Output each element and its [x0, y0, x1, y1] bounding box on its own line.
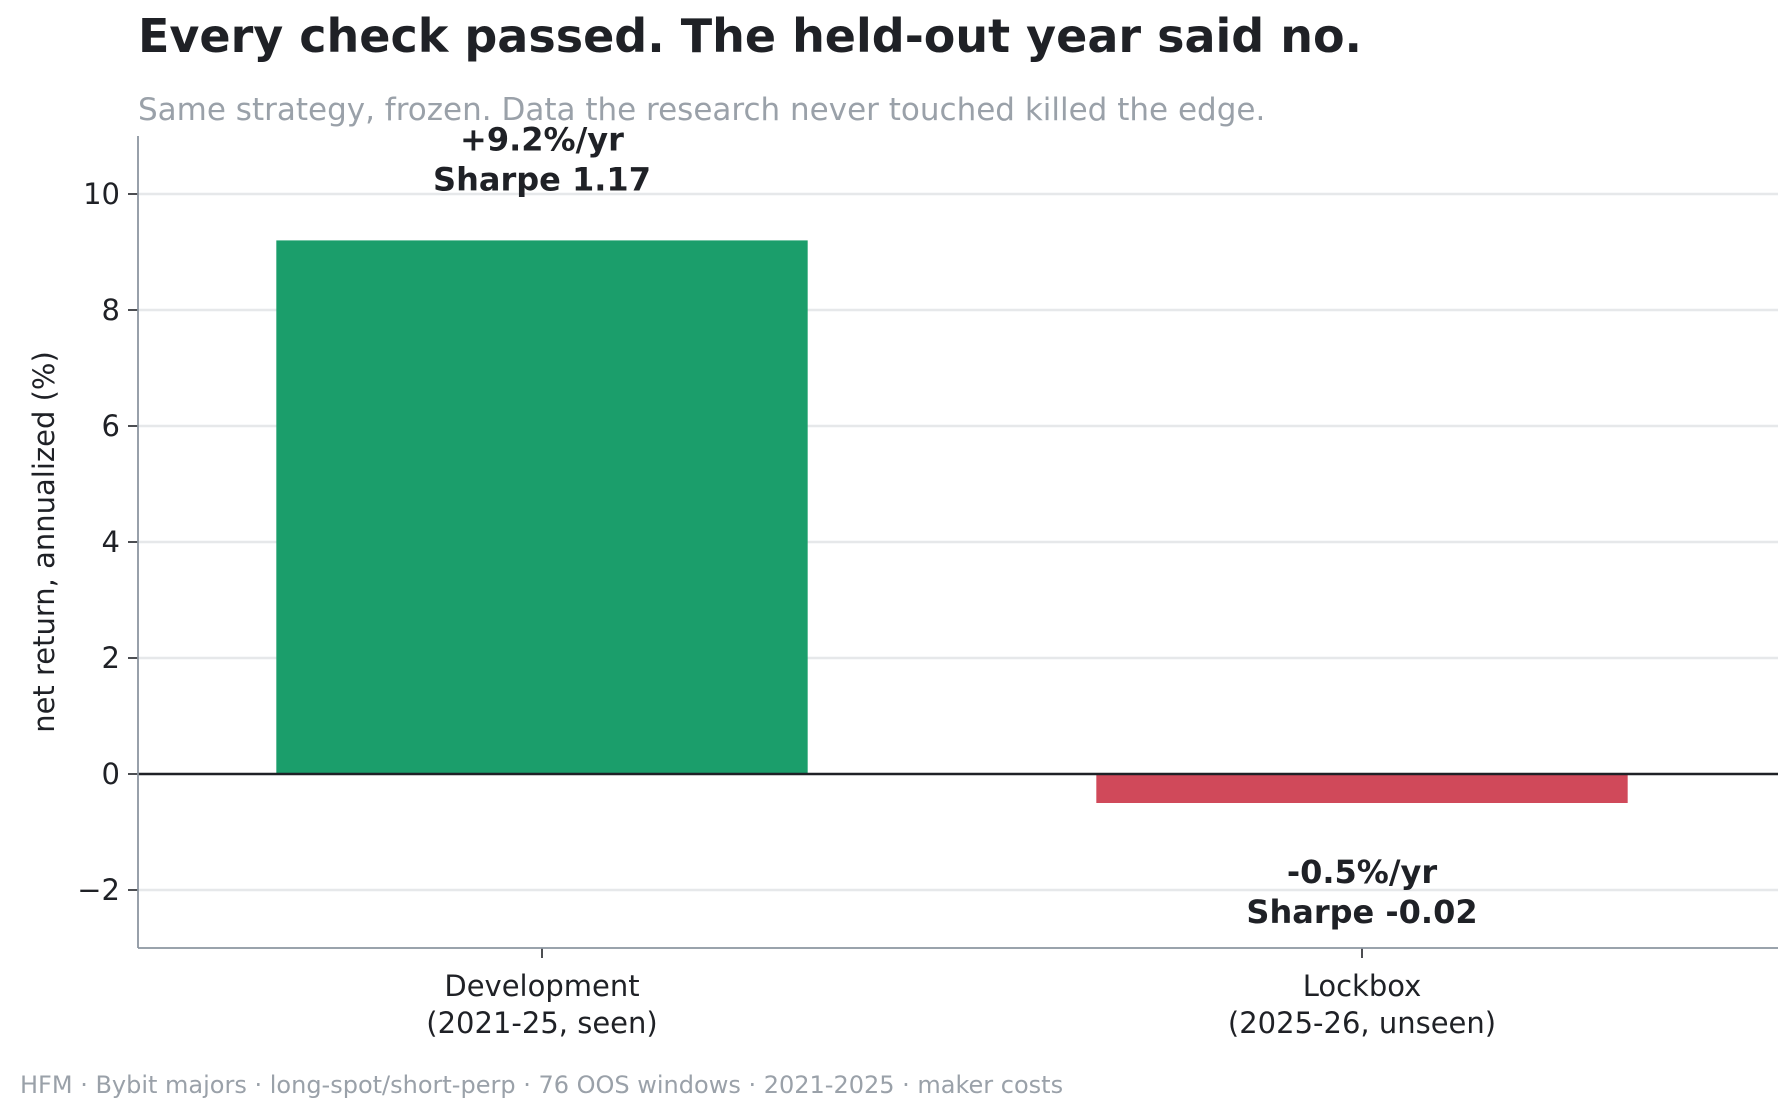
data-label: +9.2%/yr [460, 120, 624, 158]
x-tick-label: Development [444, 969, 639, 1003]
data-label: Sharpe -0.02 [1246, 893, 1477, 931]
axes [128, 136, 1778, 958]
y-tick-label: 2 [102, 641, 120, 675]
chart-footer: HFM · Bybit majors · long-spot/short-per… [20, 1071, 1063, 1099]
y-tick-label: 10 [83, 177, 120, 211]
data-label: Sharpe 1.17 [433, 160, 651, 198]
chart-title: Every check passed. The held-out year sa… [138, 9, 1362, 63]
y-axis-label: net return, annualized (%) [27, 351, 61, 733]
x-tick-label: (2021-25, seen) [426, 1006, 657, 1040]
chart-subtitle: Same strategy, frozen. Data the research… [138, 92, 1265, 128]
x-tick-label: (2025-26, unseen) [1228, 1006, 1496, 1040]
bar [1096, 774, 1628, 803]
y-tick-label: 6 [102, 409, 120, 443]
x-tick-label: Lockbox [1303, 969, 1422, 1003]
y-tick-label: −2 [77, 873, 120, 907]
y-tick-label: 8 [102, 293, 120, 327]
labels: −2 0 2 4 6 8 10 Development(2021-25, seen) +9.2%… [77, 120, 1496, 1040]
bar [276, 240, 808, 774]
y-tick-label: 0 [102, 757, 120, 791]
bars [276, 240, 1628, 803]
data-label: -0.5%/yr [1287, 853, 1438, 891]
y-tick-label: 4 [102, 525, 120, 559]
